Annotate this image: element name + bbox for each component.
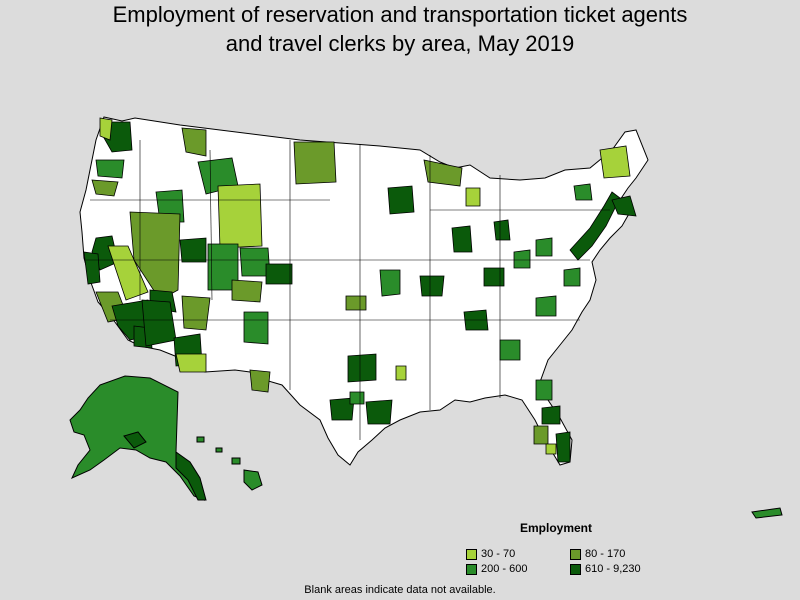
hawaii-island-2 bbox=[215, 447, 223, 453]
area-phoenix bbox=[141, 299, 177, 347]
area-orlando bbox=[541, 405, 561, 425]
area-san-antonio bbox=[329, 397, 355, 421]
title-line-2: and travel clerks by area, May 2019 bbox=[225, 31, 575, 56]
area-st-louis bbox=[419, 275, 445, 297]
map-title: Employment of reservation and transporta… bbox=[0, 0, 800, 58]
legend-item-610-9230: 610 - 9,230 bbox=[570, 563, 641, 575]
hawaii bbox=[196, 436, 263, 491]
area-salt-lake-city bbox=[179, 237, 207, 263]
area-minneapolis bbox=[387, 185, 415, 215]
area-fresno bbox=[107, 245, 149, 301]
area-michigan-up bbox=[423, 159, 463, 187]
area-chicago bbox=[451, 225, 473, 253]
area-miami bbox=[555, 431, 571, 463]
puerto-rico bbox=[751, 507, 783, 519]
legend-label: 80 - 170 bbox=[585, 548, 626, 560]
area-new-hampshire-maine bbox=[599, 145, 631, 179]
legend-swatch bbox=[570, 563, 581, 575]
area-wyoming bbox=[217, 183, 263, 249]
footnote: Blank areas indicate data not available. bbox=[304, 584, 496, 596]
area-cleveland bbox=[535, 237, 553, 257]
area-eugene bbox=[91, 179, 119, 197]
area-albany bbox=[573, 183, 593, 201]
legend-swatch bbox=[570, 548, 581, 560]
area-richmond bbox=[563, 267, 581, 287]
legend-item-200-600: 200 - 600 bbox=[466, 563, 527, 575]
hawaii-island-3 bbox=[231, 457, 241, 465]
area-austin bbox=[349, 391, 365, 405]
alaska-anchorage-area bbox=[123, 431, 147, 449]
area-houston bbox=[365, 399, 393, 425]
area-montana-east bbox=[293, 141, 337, 185]
area-kansas-city bbox=[379, 269, 401, 297]
area-detroit bbox=[493, 219, 511, 241]
area-wichita bbox=[345, 295, 367, 311]
area-indianapolis bbox=[483, 267, 505, 287]
area-boston bbox=[611, 195, 637, 217]
area-az-south bbox=[175, 353, 207, 373]
area-colorado-springs bbox=[265, 263, 293, 285]
area-michigan-north bbox=[465, 187, 481, 207]
legend-swatch bbox=[466, 548, 477, 560]
area-el-paso bbox=[249, 369, 271, 393]
legend-item-80-170: 80 - 170 bbox=[570, 548, 625, 560]
area-charlotte bbox=[535, 295, 557, 317]
area-jacksonville bbox=[535, 379, 553, 401]
legend-swatch bbox=[466, 563, 477, 575]
legend-label: 610 - 9,230 bbox=[585, 563, 641, 575]
area-colorado-west bbox=[231, 279, 263, 303]
legend-label: 200 - 600 bbox=[481, 563, 528, 575]
area-dallas bbox=[347, 353, 377, 383]
title-line-1: Employment of reservation and transporta… bbox=[112, 2, 688, 27]
area-portland bbox=[95, 159, 125, 179]
legend-title: Employment bbox=[520, 521, 593, 535]
area-tx-east bbox=[395, 365, 407, 381]
area-flagstaff bbox=[181, 295, 211, 331]
area-borders bbox=[86, 140, 610, 440]
area-denver bbox=[239, 247, 271, 277]
legend-item-30-70: 30 - 70 bbox=[466, 548, 515, 560]
area-albuquerque bbox=[243, 311, 269, 345]
hawaii-big-island bbox=[243, 469, 263, 491]
area-fort-myers bbox=[545, 443, 557, 455]
hawaii-island-1 bbox=[196, 436, 205, 443]
area-wa-coast bbox=[99, 117, 113, 141]
area-atlanta bbox=[499, 339, 521, 361]
legend-label: 30 - 70 bbox=[481, 548, 516, 560]
area-tampa bbox=[533, 425, 549, 445]
area-spokane bbox=[181, 127, 207, 157]
area-san-francisco bbox=[83, 251, 101, 285]
area-columbus bbox=[513, 249, 531, 269]
alaska-panhandle bbox=[175, 451, 207, 501]
